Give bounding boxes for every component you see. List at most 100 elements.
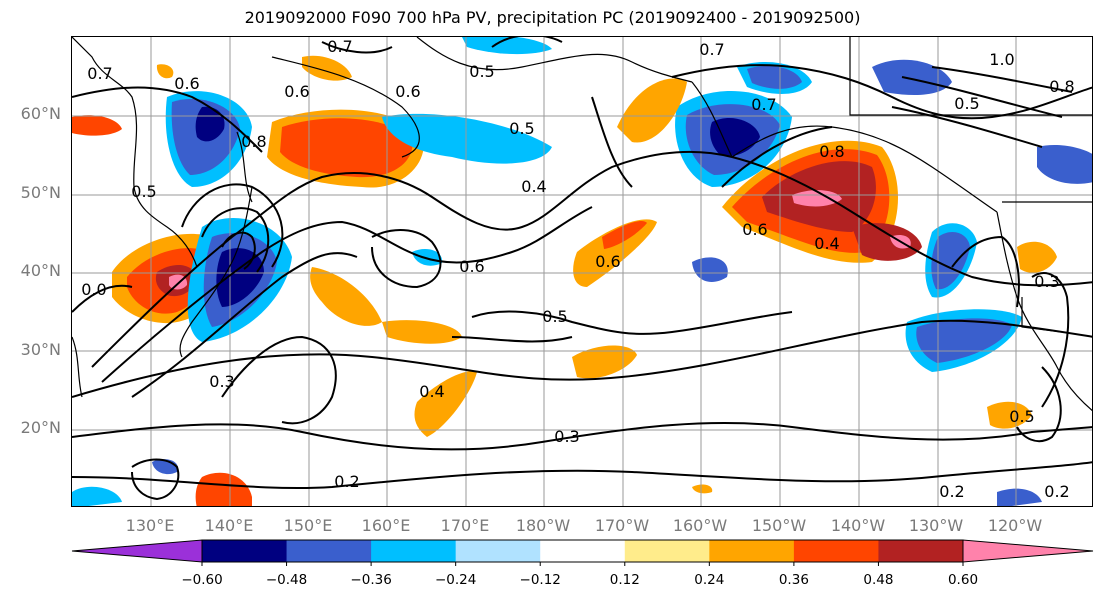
contour-label: 0.5 xyxy=(469,62,494,81)
lon-label: 160°E xyxy=(361,516,411,535)
precip-positive-area xyxy=(310,267,382,326)
precip-positive-area xyxy=(382,320,462,344)
lon-label: 170°W xyxy=(594,516,650,535)
contour-label: 0.5 xyxy=(131,182,156,201)
colorbar-segment xyxy=(878,540,964,562)
contour-label: 0.3 xyxy=(1034,272,1059,291)
colorbar-segment xyxy=(371,540,457,562)
colorbar-extension-low xyxy=(71,539,203,563)
colorbar-tick-label: −0.24 xyxy=(434,572,477,588)
colorbar-outline xyxy=(201,539,964,563)
contour-labels: 0.7 0.6 0.6 0.6 0.8 0.5 0.5 0.7 0.4 0.5 … xyxy=(81,37,1074,501)
precip-shading xyxy=(72,37,1092,506)
contour-label: 0.7 xyxy=(327,37,352,56)
colorbar-tick-label: 0.12 xyxy=(609,572,640,588)
contour-label: 0.6 xyxy=(742,220,767,239)
contour-label: 0.4 xyxy=(814,234,839,253)
precip-positive-area xyxy=(302,55,352,81)
colorbar-segments xyxy=(71,539,1094,566)
precip-negative-area xyxy=(747,65,802,89)
contour-label: 0.7 xyxy=(699,40,724,59)
precip-negative-area xyxy=(216,248,264,307)
colorbar-tick-label: −0.48 xyxy=(265,572,308,588)
contour-label: 0.6 xyxy=(595,252,620,271)
contour-label: 0.2 xyxy=(939,482,964,501)
lon-label: 170°E xyxy=(440,516,490,535)
map-title: 2019092000 F090 700 hPa PV, precipitatio… xyxy=(244,8,861,27)
contour-label: 0.6 xyxy=(395,82,420,101)
colorbar-segment xyxy=(540,540,626,562)
contour-label: 0.5 xyxy=(542,307,567,326)
precip-positive-area xyxy=(792,190,842,207)
lat-label-60n: 60°N xyxy=(20,104,61,123)
precip-negative-area xyxy=(195,106,225,142)
contour-label: 0.7 xyxy=(751,95,776,114)
contour-label: 0.2 xyxy=(1044,482,1069,501)
precip-negative-area xyxy=(462,37,552,55)
lat-label-50n: 50°N xyxy=(20,183,61,202)
precip-positive-area xyxy=(987,401,1032,429)
contour-label: 0.8 xyxy=(1049,77,1074,96)
contour-label: 0.2 xyxy=(334,472,359,491)
lat-label-40n: 40°N xyxy=(20,261,61,280)
contour-label: 0.4 xyxy=(419,382,444,401)
contour-label: 0.0 xyxy=(81,280,106,299)
precip-positive-area xyxy=(573,219,657,287)
colorbar-tick-label: −0.36 xyxy=(350,572,392,588)
contour-label: 0.3 xyxy=(209,372,234,391)
precip-positive-area xyxy=(156,64,174,79)
lon-label: 130°E xyxy=(125,516,175,535)
colorbar-tick-label: 0.60 xyxy=(947,572,979,588)
lon-label: 120°W xyxy=(987,516,1043,535)
colorbar-tick-label: 0.24 xyxy=(694,572,725,588)
contour-label: 0.6 xyxy=(284,82,309,101)
map-canvas: 0.7 0.6 0.6 0.6 0.8 0.5 0.5 0.7 0.4 0.5 … xyxy=(72,37,1092,506)
precip-positive-area xyxy=(572,345,637,379)
colorbar-tick-label: −0.12 xyxy=(519,572,561,588)
contour-label: 0.3 xyxy=(554,427,579,446)
precip-positive-area xyxy=(412,249,443,266)
contour-label: 0.6 xyxy=(174,74,199,93)
contour-label: 0.5 xyxy=(954,94,979,113)
precip-positive-area xyxy=(414,371,477,437)
lon-label: 130°W xyxy=(908,516,964,535)
lat-label-20n: 20°N xyxy=(20,418,61,437)
precip-negative-area xyxy=(872,59,952,95)
contour-label: 0.5 xyxy=(509,119,534,138)
lon-label: 160°W xyxy=(672,516,728,535)
precip-negative-area xyxy=(382,113,552,164)
precip-negative-area xyxy=(916,318,1012,363)
contour-label: 0.8 xyxy=(819,142,844,161)
precip-positive-area xyxy=(852,223,922,261)
precip-negative-area xyxy=(72,486,122,506)
precip-positive-area xyxy=(72,115,122,136)
colorbar-segment xyxy=(202,540,288,562)
colorbar-tick-label: 0.48 xyxy=(863,572,894,588)
colorbar-segment xyxy=(455,540,541,562)
colorbar-extension-high xyxy=(962,539,1094,563)
colorbar-tick-label: 0.36 xyxy=(778,572,809,588)
colorbar-segment xyxy=(709,540,795,562)
precip-positive-area xyxy=(1017,241,1057,273)
contour-label: 1.0 xyxy=(989,50,1014,69)
lon-label: 150°E xyxy=(283,516,333,535)
precip-negative-area xyxy=(1037,145,1092,184)
colorbar-segment xyxy=(624,540,710,562)
precip-positive-area xyxy=(617,78,687,143)
lon-label: 140°E xyxy=(204,516,254,535)
contour-label: 0.4 xyxy=(521,177,546,196)
lon-label: 180°W xyxy=(515,516,571,535)
colorbar-segment xyxy=(286,540,372,562)
lon-label: 150°W xyxy=(751,516,807,535)
precip-negative-area xyxy=(931,232,970,290)
contour-label: 0.6 xyxy=(459,257,484,276)
precip-positive-area xyxy=(692,484,713,494)
colorbar-tick-label: −0.60 xyxy=(181,572,223,588)
precip-positive-area xyxy=(280,118,413,178)
contour-label: 0.5 xyxy=(1009,407,1034,426)
precip-positive-area xyxy=(602,220,647,249)
precip-positive-area xyxy=(195,472,252,506)
lon-label: 140°W xyxy=(830,516,886,535)
contour-label: 0.7 xyxy=(87,64,112,83)
lat-label-30n: 30°N xyxy=(20,340,61,359)
